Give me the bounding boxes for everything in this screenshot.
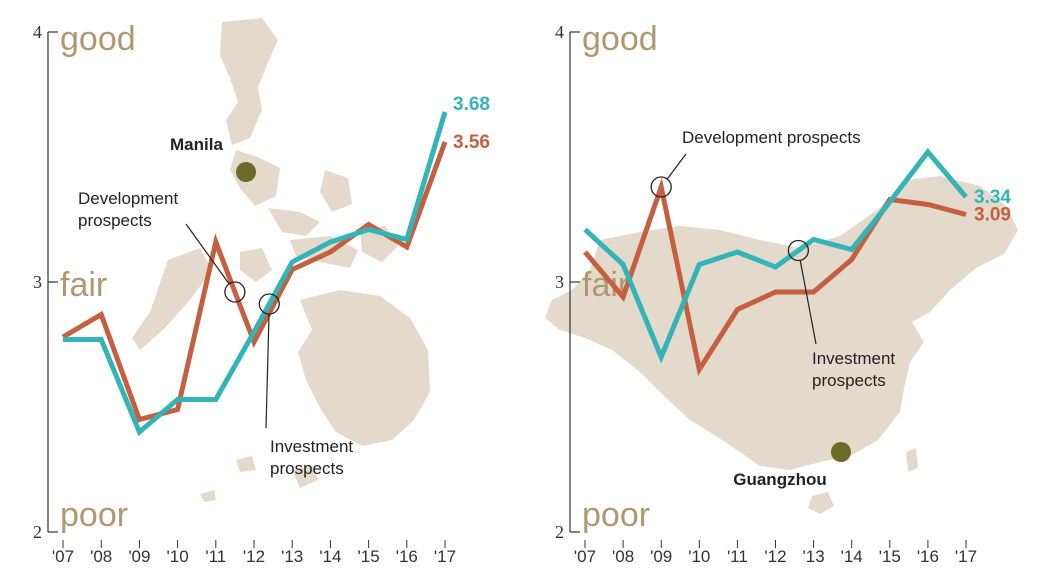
x-tick-label: '14	[319, 547, 341, 566]
annotation-label-development: Development	[78, 189, 178, 208]
annotation-leader-investment	[265, 313, 270, 429]
x-tick-label: '08	[612, 547, 634, 566]
x-tick-label: '08	[90, 547, 112, 566]
y-tick-label: 4	[33, 22, 42, 42]
annotation-leader-investment	[799, 260, 817, 345]
annotation-label-investment: prospects	[812, 371, 886, 390]
city-marker	[236, 162, 256, 182]
annotation-circle-investment	[258, 293, 280, 315]
end-label-investment: 3.68	[453, 94, 490, 115]
annotation-leader-development	[185, 223, 230, 285]
x-tick-label: '07	[52, 547, 74, 566]
x-tick-label: '16	[917, 547, 939, 566]
band-label-poor: poor	[582, 496, 650, 534]
annotation-circle-development	[650, 176, 672, 198]
x-tick-label: '16	[396, 547, 418, 566]
x-tick-label: '13	[281, 547, 303, 566]
china-map-silhouette	[545, 176, 1018, 514]
x-tick-label: '17	[434, 547, 456, 566]
y-tick-label: 2	[33, 522, 42, 542]
y-tick-label: 2	[555, 522, 564, 542]
x-tick-label: '07	[574, 547, 596, 566]
annotation-label-investment: prospects	[270, 459, 344, 478]
x-tick-label: '11	[205, 547, 226, 566]
series-line-investment	[583, 148, 968, 364]
x-tick-label: '17	[955, 547, 977, 566]
x-tick-label: '11	[727, 547, 748, 566]
annotation-label-investment: Investment	[812, 349, 895, 368]
series-line-development	[583, 177, 967, 377]
x-tick-label: '13	[803, 547, 825, 566]
x-tick-label: '10	[688, 547, 710, 566]
chart-panel-1: Manila good fair poor 2 3 4 '07 '08 '09 '10 '11 '12 '…	[33, 20, 490, 566]
annotation-label-investment: Investment	[270, 437, 353, 456]
annotation-leader-development	[666, 153, 687, 180]
y-tick-label: 3	[555, 272, 564, 292]
city-marker	[831, 442, 851, 462]
x-tick-label: '15	[879, 547, 901, 566]
annotation-circle-development	[224, 281, 246, 303]
band-label-good: good	[60, 20, 136, 58]
x-tick-label: '14	[841, 547, 863, 566]
x-tick-label: '15	[358, 547, 380, 566]
x-tick-label: '10	[167, 547, 189, 566]
end-label-development: 3.09	[974, 205, 1011, 226]
annotation-circle-investment	[787, 239, 810, 262]
x-tick-label: '12	[243, 547, 265, 566]
y-tick-label: 4	[555, 22, 564, 42]
end-label-investment: 3.34	[974, 187, 1011, 208]
x-tick-label: '12	[764, 547, 786, 566]
annotation-label-development: Development prospects	[682, 128, 861, 147]
x-tick-label: '09	[650, 547, 672, 566]
y-tick-label: 3	[33, 272, 42, 292]
end-label-development: 3.56	[453, 132, 490, 153]
philippines-map-silhouette	[132, 18, 430, 502]
band-label-poor: poor	[60, 496, 128, 534]
annotation-label-development: prospects	[78, 211, 152, 230]
city-label: Guangzhou	[733, 470, 826, 489]
city-label: Manila	[170, 135, 223, 154]
band-label-good: good	[582, 20, 658, 58]
band-label-fair: fair	[60, 266, 107, 304]
x-tick-label: '09	[128, 547, 150, 566]
series-line-investment	[63, 111, 448, 437]
